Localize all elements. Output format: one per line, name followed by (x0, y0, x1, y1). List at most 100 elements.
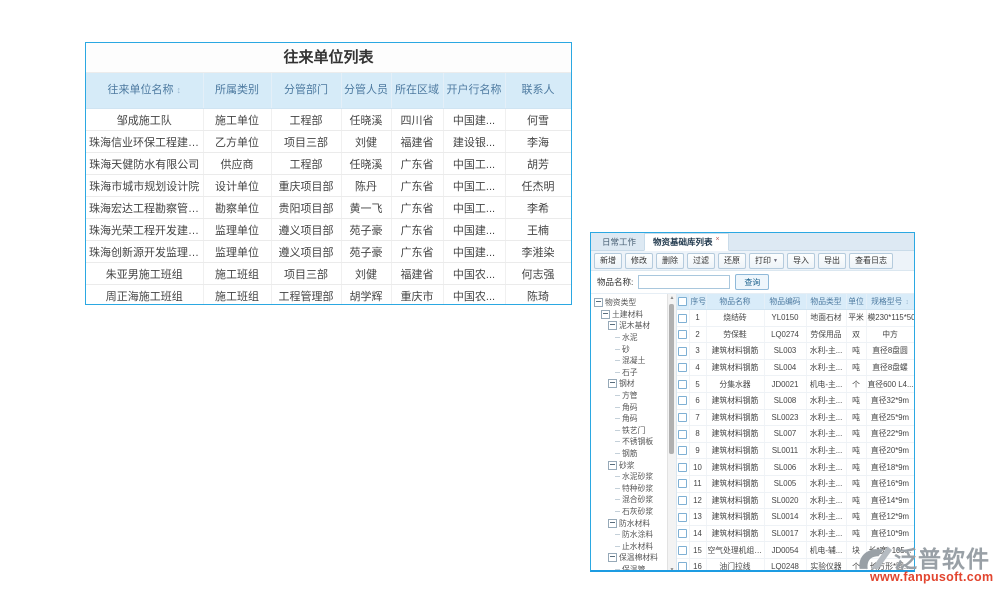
row-checkbox[interactable] (678, 529, 688, 539)
tree-collapse-icon[interactable] (608, 553, 617, 563)
item-name-cell[interactable]: 建筑材料钢筋 (706, 342, 765, 360)
item-code-cell[interactable]: LQ0274 (764, 326, 807, 344)
row-checkbox[interactable] (678, 363, 688, 373)
col-header-spec[interactable]: 规格型号 ↕ (866, 294, 914, 310)
sort-icon[interactable]: ↕ (176, 85, 182, 95)
person-cell[interactable]: 任晓溪 (341, 108, 392, 131)
col-header-unit-name[interactable]: 往来单位名称 ↕ (86, 73, 204, 109)
item-code-cell[interactable]: YL0150 (764, 309, 807, 327)
sort-icon[interactable]: ↕ (905, 299, 909, 306)
item-name-cell[interactable]: 建筑材料钢筋 (706, 442, 765, 460)
item-name-cell[interactable]: 建筑材料钢筋 (706, 475, 765, 493)
row-checkbox[interactable] (678, 413, 688, 423)
toolbar-button-查看日志[interactable]: 查看日志 (848, 252, 893, 269)
scroll-down-icon[interactable]: ▼ (669, 567, 675, 572)
item-name-cell[interactable]: 建筑材料钢筋 (706, 409, 765, 427)
row-checkbox[interactable] (678, 545, 688, 555)
row-checkbox[interactable] (678, 346, 688, 356)
tree-item[interactable]: 止水材料 (594, 540, 667, 552)
toolbar-button-过滤[interactable]: 过滤 (687, 252, 715, 269)
tree-item[interactable]: 混凝土 (594, 355, 667, 367)
row-checkbox[interactable] (678, 396, 688, 406)
person-cell[interactable]: 陈丹 (341, 174, 392, 197)
toolbar-button-修改[interactable]: 修改 (625, 252, 653, 269)
tree-collapse-icon[interactable] (608, 321, 617, 331)
tree-item[interactable]: 砂浆 (594, 459, 667, 471)
col-header-person[interactable]: 分管人员 (341, 73, 392, 109)
row-checkbox[interactable] (678, 446, 688, 456)
tree-item[interactable]: 混合砂浆 (594, 494, 667, 506)
tree-item[interactable]: 钢材 (594, 378, 667, 390)
tree-item[interactable]: 钢筋 (594, 448, 667, 460)
tree-collapse-icon[interactable] (601, 309, 610, 319)
tree-item[interactable]: 方管 (594, 390, 667, 402)
item-code-cell[interactable]: SL0023 (764, 409, 807, 427)
col-header-item-code[interactable]: 物品编码 (764, 294, 807, 310)
unit-name-cell[interactable]: 珠海市城市规划设计院 (86, 174, 204, 197)
unit-name-cell[interactable]: 珠海信业环保工程建设有限... (86, 130, 204, 153)
person-cell[interactable]: 黄一飞 (341, 196, 392, 219)
row-checkbox[interactable] (678, 429, 688, 439)
tree-item[interactable]: 铁艺门 (594, 425, 667, 437)
row-checkbox[interactable] (678, 313, 688, 323)
item-name-cell[interactable]: 建筑材料钢筋 (706, 458, 765, 476)
item-name-cell[interactable]: 油门拉线 (706, 558, 765, 570)
person-cell[interactable]: 任晓溪 (341, 152, 392, 175)
item-code-cell[interactable]: SL008 (764, 392, 807, 410)
item-name-cell[interactable]: 建筑材料钢筋 (706, 525, 765, 543)
person-cell[interactable]: 胡学辉 (341, 284, 392, 304)
tab-daily-work[interactable]: 日常工作 (602, 237, 637, 247)
tree-item[interactable]: 土建材料 (594, 309, 667, 321)
item-name-cell[interactable]: 建筑材料钢筋 (706, 492, 765, 510)
col-header-region[interactable]: 所在区域 (391, 73, 444, 109)
unit-name-cell[interactable]: 邹成施工队 (86, 108, 204, 131)
unit-name-cell[interactable]: 珠海创新源开发监理公司 (86, 240, 204, 263)
item-name-cell[interactable]: 建筑材料钢筋 (706, 508, 765, 526)
tree-item[interactable]: 石灰砂浆 (594, 506, 667, 518)
tree-item[interactable]: 防水材料 (594, 517, 667, 529)
toolbar-button-还原[interactable]: 还原 (718, 252, 746, 269)
toolbar-button-导出[interactable]: 导出 (817, 252, 846, 269)
tree-collapse-icon[interactable] (608, 460, 617, 470)
toolbar-button-打印[interactable]: 打印 ▼ (749, 252, 784, 269)
item-code-cell[interactable]: SL0011 (764, 442, 807, 460)
item-code-cell[interactable]: SL006 (764, 458, 807, 476)
item-code-cell[interactable]: SL0020 (764, 492, 807, 510)
tree-item[interactable]: 保温棉材料 (594, 552, 667, 564)
tree-item[interactable]: 水泥 (594, 332, 667, 344)
query-button[interactable]: 查询 (735, 274, 770, 290)
row-checkbox[interactable] (678, 512, 688, 522)
col-header-unit[interactable]: 单位 (846, 294, 867, 310)
person-cell[interactable]: 苑子豪 (341, 218, 392, 241)
row-checkbox[interactable] (678, 330, 688, 340)
item-name-cell[interactable]: 分集水器 (706, 375, 765, 393)
toolbar-button-删除[interactable]: 删除 (656, 252, 684, 269)
item-code-cell[interactable]: SL0014 (764, 508, 807, 526)
col-header-bank[interactable]: 开户行名称 (443, 73, 506, 109)
tab-close-icon[interactable]: × (715, 236, 720, 243)
item-name-cell[interactable]: 建筑材料钢筋 (706, 425, 765, 443)
col-header-category[interactable]: 所属类别 (203, 73, 272, 109)
unit-name-cell[interactable]: 珠海宏达工程勘察管理公司 (86, 196, 204, 219)
row-checkbox[interactable] (678, 462, 688, 472)
item-name-cell[interactable]: 烧结砖 (706, 309, 765, 327)
unit-name-cell[interactable]: 周正海施工班组 (86, 284, 204, 304)
person-cell[interactable]: 刘健 (341, 262, 392, 285)
tree-item[interactable]: 泥木基材 (594, 320, 667, 332)
tree-collapse-icon[interactable] (608, 518, 617, 528)
col-header-contact[interactable]: 联系人 (505, 73, 571, 109)
tree-collapse-icon[interactable] (608, 379, 617, 389)
item-name-cell[interactable]: 劳保鞋 (706, 326, 765, 344)
item-name-input[interactable] (638, 275, 731, 289)
tree-item[interactable]: 石子 (594, 367, 667, 379)
tree-collapse-icon[interactable] (594, 298, 603, 308)
scrollbar-thumb[interactable] (669, 304, 674, 454)
item-code-cell[interactable]: SL005 (764, 475, 807, 493)
row-checkbox[interactable] (678, 496, 688, 506)
item-name-cell[interactable]: 建筑材料钢筋 (706, 392, 765, 410)
select-all-header[interactable] (677, 294, 690, 310)
item-name-cell[interactable]: 建筑材料钢筋 (706, 359, 765, 377)
unit-name-cell[interactable]: 朱亚男施工班组 (86, 262, 204, 285)
tree-item[interactable]: 角码 (594, 413, 667, 425)
tree-item[interactable]: 特种砂浆 (594, 483, 667, 495)
